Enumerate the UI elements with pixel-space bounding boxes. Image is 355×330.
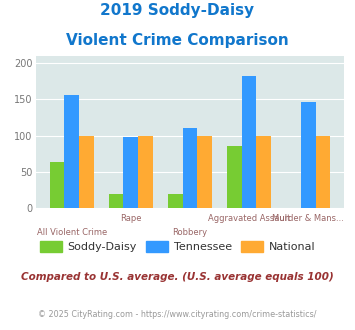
- Bar: [301, 102, 316, 208]
- Text: © 2025 CityRating.com - https://www.cityrating.com/crime-statistics/: © 2025 CityRating.com - https://www.city…: [38, 310, 317, 319]
- Bar: [197, 136, 212, 208]
- Bar: [64, 95, 79, 208]
- Text: Violent Crime Comparison: Violent Crime Comparison: [66, 33, 289, 48]
- Bar: [316, 136, 330, 208]
- Bar: [124, 137, 138, 208]
- Text: Compared to U.S. average. (U.S. average equals 100): Compared to U.S. average. (U.S. average …: [21, 272, 334, 282]
- Bar: [109, 194, 124, 208]
- Bar: [227, 147, 242, 208]
- Bar: [242, 76, 256, 208]
- Bar: [182, 128, 197, 208]
- Bar: [168, 194, 182, 208]
- Bar: [50, 162, 64, 208]
- Bar: [256, 136, 271, 208]
- Bar: [138, 136, 153, 208]
- Text: 2019 Soddy-Daisy: 2019 Soddy-Daisy: [100, 3, 255, 18]
- Legend: Soddy-Daisy, Tennessee, National: Soddy-Daisy, Tennessee, National: [36, 237, 320, 257]
- Bar: [79, 136, 94, 208]
- Text: Rape: Rape: [120, 214, 142, 223]
- Text: Aggravated Assault: Aggravated Assault: [208, 214, 290, 223]
- Text: Murder & Mans...: Murder & Mans...: [272, 214, 344, 223]
- Text: All Violent Crime: All Violent Crime: [37, 228, 107, 237]
- Text: Robbery: Robbery: [173, 228, 207, 237]
